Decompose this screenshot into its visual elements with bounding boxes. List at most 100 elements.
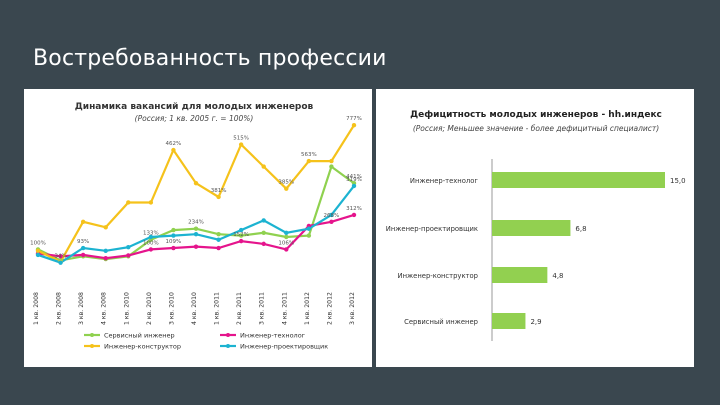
legend-label: Инженер-технолог	[240, 332, 306, 340]
series-point	[351, 123, 357, 128]
series-point	[148, 247, 154, 252]
bar-category-label: Инженер-конструктор	[397, 272, 478, 280]
series-point	[329, 219, 334, 224]
series-point	[284, 247, 289, 252]
data-label: 312%	[346, 206, 362, 212]
series-point	[171, 147, 176, 153]
bar-chart-panel: Дефицитность молодых инженеров - hh.инде…	[376, 89, 694, 367]
series-point	[35, 252, 41, 258]
bar-chart-title: Дефицитность молодых инженеров - hh.инде…	[410, 110, 662, 120]
x-tick-label: 3 кв. 2012	[349, 292, 356, 325]
legend-label: Сервисный инженер	[104, 332, 175, 340]
series-point	[238, 142, 244, 147]
series-point	[58, 254, 63, 259]
x-tick-label: 2 кв. 2008	[56, 292, 63, 325]
data-label: 381%	[211, 188, 227, 194]
series-point	[216, 245, 221, 251]
data-label: 109%	[166, 239, 182, 245]
series-point	[171, 245, 176, 251]
x-tick-label: 2 кв. 2010	[146, 292, 153, 325]
series-point	[103, 256, 108, 261]
x-tick-label: 3 кв. 2008	[78, 292, 85, 325]
series-point	[329, 212, 334, 218]
line-chart: Динамика вакансий для молодых инженеров …	[30, 102, 362, 351]
data-label: 234%	[188, 220, 204, 226]
x-tick-label: 2 кв. 2011	[236, 292, 243, 325]
x-tick-label: 3 кв. 2010	[168, 292, 175, 325]
series-point	[329, 164, 334, 169]
data-label: 106%	[278, 240, 294, 246]
series-point	[216, 194, 221, 200]
series-point	[216, 237, 221, 242]
bar-group: Инженер-технолог 15,0 Инженер-проектировщи…	[386, 172, 686, 329]
series-point	[103, 225, 108, 230]
x-tick-label: 1 кв. 2011	[214, 292, 221, 325]
series-point	[35, 248, 41, 253]
x-tick-label: 4 кв. 2010	[191, 292, 198, 325]
x-tick-label: 3 кв. 2011	[259, 292, 266, 325]
series-point	[238, 233, 244, 238]
bar-chart-subtitle: (Россия; Меньшее значение - более дефици…	[413, 124, 659, 133]
data-label: 385%	[278, 180, 294, 186]
series-point	[261, 164, 266, 169]
legend-label: Инженер-конструктор	[104, 343, 181, 351]
data-label: 34%	[54, 254, 66, 260]
data-label: 563%	[301, 152, 317, 158]
series-point	[80, 252, 86, 258]
legend-marker	[90, 344, 94, 348]
series-point	[103, 248, 108, 253]
data-label: 93%	[77, 239, 89, 245]
line-points-group	[35, 123, 357, 265]
data-label: 268%	[324, 213, 340, 219]
x-tick-label: 1 кв. 2012	[304, 292, 311, 325]
legend-marker	[90, 333, 94, 337]
line-x-ticks: 1 кв. 2008 2 кв. 2008 3 кв. 2008 4 кв. 2008…	[33, 292, 356, 325]
bar	[492, 313, 526, 329]
series-point	[261, 230, 266, 236]
series-point	[284, 234, 289, 240]
data-label: 515%	[233, 136, 249, 142]
series-point	[329, 158, 334, 164]
bar-category-label: Сервисный инженер	[404, 318, 478, 326]
x-tick-label: 1 кв. 2010	[123, 292, 130, 325]
line-chart-title: Динамика вакансий для молодых инженеров	[75, 102, 314, 112]
legend-marker	[226, 344, 230, 348]
bar	[492, 172, 665, 188]
bar-category-label: Инженер-проектировщик	[386, 225, 478, 233]
x-tick-label: 4 кв. 2011	[281, 292, 288, 325]
series-point	[306, 233, 312, 238]
data-label: 100%	[30, 240, 46, 246]
legend-label: Инженер-проектировщик	[240, 343, 328, 351]
series-point	[193, 226, 199, 231]
bar-value-label: 15,0	[670, 177, 686, 185]
legend-marker	[226, 333, 230, 337]
series-point	[171, 227, 176, 233]
series-point	[126, 253, 131, 258]
x-tick-label: 2 кв. 2012	[326, 292, 333, 325]
data-label: 152%	[233, 232, 249, 238]
series-point	[351, 212, 357, 218]
series-point	[171, 233, 176, 238]
data-label: 462%	[166, 141, 182, 147]
series-point	[306, 226, 312, 231]
series-point	[216, 232, 221, 237]
series-point	[193, 244, 199, 249]
series-point	[284, 186, 289, 191]
data-label: 133%	[143, 231, 159, 237]
series-point	[80, 219, 86, 224]
bar-category-label: Инженер-технолог	[410, 177, 478, 185]
series-point	[261, 218, 266, 223]
data-label: 319%	[346, 177, 362, 183]
series-point	[126, 200, 131, 205]
series-point	[148, 234, 154, 240]
series-point	[306, 158, 312, 164]
series-point	[58, 260, 63, 265]
data-label: 441%	[346, 174, 362, 180]
series-point	[148, 200, 154, 205]
series-point	[261, 241, 266, 247]
line-chart-panel: Динамика вакансий для молодых инженеров …	[24, 89, 372, 367]
data-label: 777%	[346, 116, 362, 122]
line-legend: Сервисный инженер Инженер-технолог Инженер…	[84, 332, 328, 351]
bar	[492, 220, 571, 236]
series-point	[238, 238, 244, 244]
